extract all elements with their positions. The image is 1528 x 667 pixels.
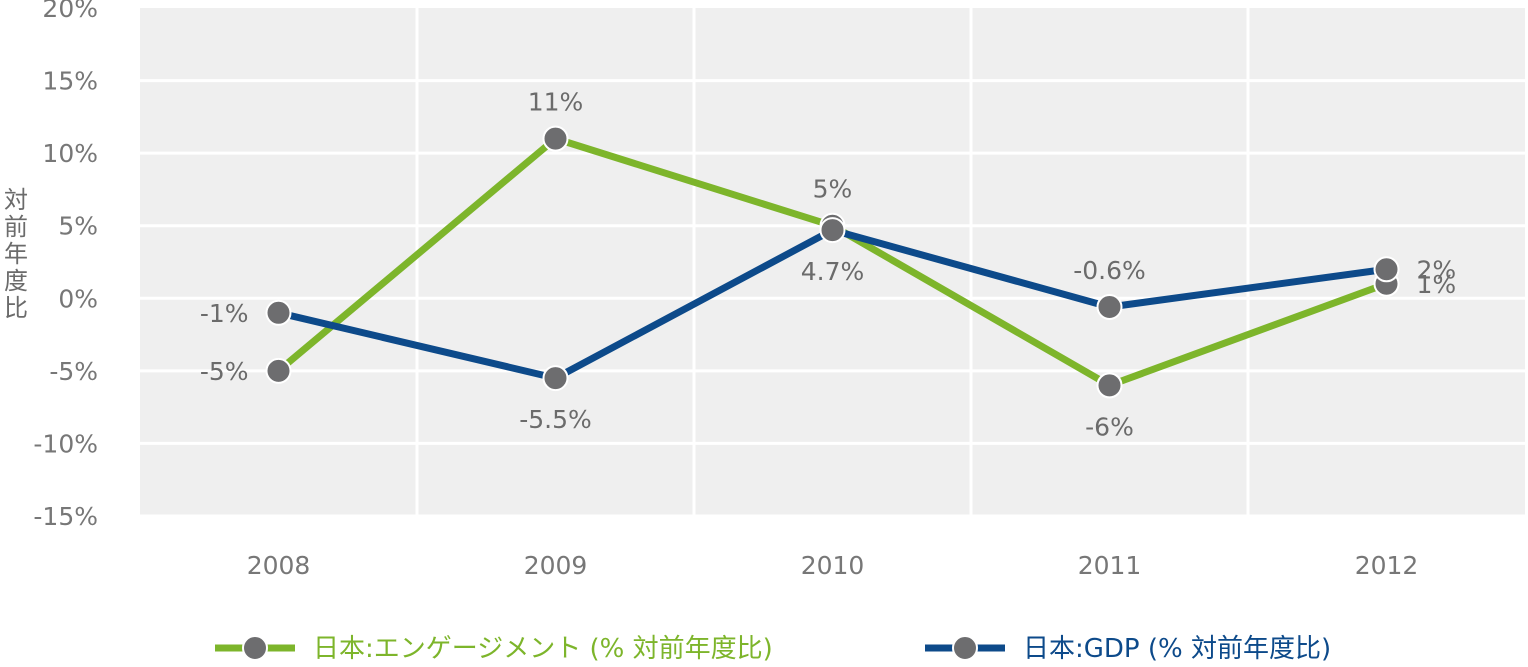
y-tick-label: 20% — [42, 0, 98, 23]
y-tick-label: -10% — [33, 429, 98, 458]
data-point — [1096, 293, 1123, 320]
x-tick-label: 2009 — [524, 551, 588, 580]
data-label: -6% — [1085, 412, 1134, 441]
series-group — [265, 125, 1400, 399]
y-tick-label: 10% — [42, 139, 98, 168]
x-tick-label: 2012 — [1355, 551, 1419, 580]
y-tick-label: 15% — [42, 67, 98, 96]
data-label: -5% — [200, 357, 249, 386]
grid — [140, 8, 1525, 518]
data-label: -0.6% — [1073, 256, 1146, 285]
data-label: 2% — [1417, 255, 1457, 284]
x-tick-label: 2010 — [801, 551, 865, 580]
legend-marker — [952, 635, 978, 661]
y-tick-label: -5% — [49, 357, 98, 386]
y-tick-label: -15% — [33, 502, 98, 531]
legend-marker — [242, 635, 268, 661]
legend-entry-label: 日本:GDP (% 対前年度比) — [1023, 634, 1331, 664]
data-point — [819, 217, 846, 244]
data-point — [542, 125, 569, 152]
data-label: -1% — [200, 299, 249, 328]
plot-area — [140, 8, 1525, 516]
legend: 日本:エンゲージメント (% 対前年度比) 日本:GDP (% 対前年度比) — [215, 634, 1331, 664]
y-axis-title: 対前年度比 — [4, 186, 28, 322]
data-label: -5.5% — [519, 405, 592, 434]
data-point — [265, 357, 292, 384]
x-tick-label: 2008 — [247, 551, 311, 580]
data-label: 4.7% — [801, 257, 865, 286]
legend-entry-label: 日本:エンゲージメント (% 対前年度比) — [313, 634, 773, 664]
x-axis: 2008 2009 2010 2011 2012 — [247, 551, 1419, 580]
data-label: 5% — [813, 175, 853, 204]
data-point — [1373, 256, 1400, 283]
data-label: 1% — [1417, 270, 1457, 299]
data-labels: -5% 11% 5% -6% 1% -1% -5.5% 4.7% -0.6% 2% — [200, 88, 1456, 442]
y-axis-label: 対前年度比 — [4, 186, 28, 322]
data-point — [265, 299, 292, 326]
y-tick-label: 5% — [58, 212, 98, 241]
data-label: 11% — [528, 88, 584, 117]
data-point — [1096, 372, 1123, 399]
y-tick-label: 0% — [58, 284, 98, 313]
data-point — [542, 365, 569, 392]
y-axis: 20% 15% 10% 5% 0% -5% -10% -15% — [33, 0, 98, 531]
x-tick-label: 2011 — [1078, 551, 1142, 580]
